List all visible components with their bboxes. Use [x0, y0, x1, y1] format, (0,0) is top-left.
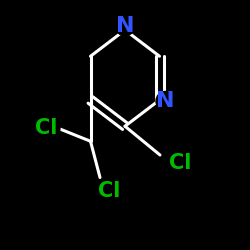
- Circle shape: [166, 149, 194, 177]
- Text: Cl: Cl: [98, 181, 120, 201]
- Text: Cl: Cl: [169, 153, 191, 173]
- Text: N: N: [116, 16, 134, 36]
- Circle shape: [116, 17, 134, 36]
- Circle shape: [32, 114, 60, 141]
- Circle shape: [95, 178, 122, 205]
- Circle shape: [156, 92, 175, 110]
- Text: Cl: Cl: [35, 118, 58, 138]
- Text: N: N: [156, 91, 175, 111]
